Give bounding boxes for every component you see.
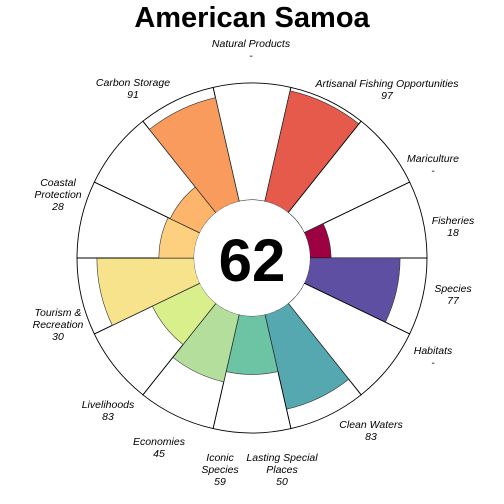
petals [76,82,428,434]
petal-value-species: 77 [447,295,460,307]
petal-name-species: Species [434,283,472,295]
petal-label-fisheries: Fisheries 18 [432,215,475,239]
petal-label-natural-products: Natural Products - [212,38,291,62]
petal-value-fisheries: 18 [447,227,459,239]
petal-label-species: Species 77 [434,283,472,307]
petal-carbon-storage [149,97,240,214]
petal-name-lasting-special-places: Lasting Special [246,452,318,464]
center-circle [194,200,310,316]
petal-value-economies: 45 [153,448,165,460]
petal-label-economies: Economies 45 [133,436,186,460]
petal-name-iconic-species: Species [201,464,239,476]
petal-labels: Natural Products -Artisanal Fishing Oppor… [33,38,475,488]
petal-value-livelihoods: 83 [102,411,114,423]
petal-value-habitats: - [431,357,435,369]
petal-value-clean-waters: 83 [365,431,377,443]
chart-title: American Samoa [134,2,370,34]
petal-name-tourism-recreation: Recreation [33,319,84,331]
petal-label-mariculture: Mariculture - [407,153,459,177]
petal-name-tourism-recreation: Tourism & [35,307,82,319]
petal-label-lasting-special-places: Lasting Special Places 50 [246,452,318,488]
petal-name-habitats: Habitats [414,345,453,357]
petal-name-iconic-species: Iconic [206,452,234,464]
petal-value-tourism-recreation: 30 [52,331,64,343]
petal-name-artisanal-fishing-opportunities: Artisanal Fishing Opportunities [315,78,460,90]
petal-name-coastal-protection: Protection [34,189,81,201]
petal-value-mariculture: - [431,165,435,177]
petal-name-clean-waters: Clean Waters [339,419,403,431]
petal-name-fisheries: Fisheries [432,215,475,227]
petal-name-livelihoods: Livelihoods [82,399,135,411]
petal-value-iconic-species: 59 [214,476,226,488]
petal-label-livelihoods: Livelihoods 83 [82,399,135,423]
petal-name-lasting-special-places: Places [266,464,298,476]
petal-name-natural-products: Natural Products [212,38,291,50]
petal-label-carbon-storage: Carbon Storage 91 [96,77,170,101]
petal-label-coastal-protection: Coastal Protection 28 [34,177,81,213]
petal-label-clean-waters: Clean Waters 83 [339,419,403,443]
petal-name-coastal-protection: Coastal [40,177,76,189]
petal-name-mariculture: Mariculture [407,153,459,165]
petal-label-iconic-species: Iconic Species 59 [201,452,239,488]
petal-name-economies: Economies [133,436,186,448]
petal-value-lasting-special-places: 50 [276,476,288,488]
petal-name-carbon-storage: Carbon Storage [96,77,170,89]
petal-label-habitats: Habitats - [414,345,453,369]
petal-value-carbon-storage: 91 [127,89,139,101]
petal-label-tourism-recreation: Tourism & Recreation 30 [33,307,84,343]
petal-value-coastal-protection: 28 [51,201,64,213]
center-score: 62 [219,227,286,294]
petal-value-artisanal-fishing-opportunities: 97 [381,90,394,102]
petal-label-artisanal-fishing-opportunities: Artisanal Fishing Opportunities 97 [315,78,460,102]
petal-value-natural-products: - [249,50,253,62]
